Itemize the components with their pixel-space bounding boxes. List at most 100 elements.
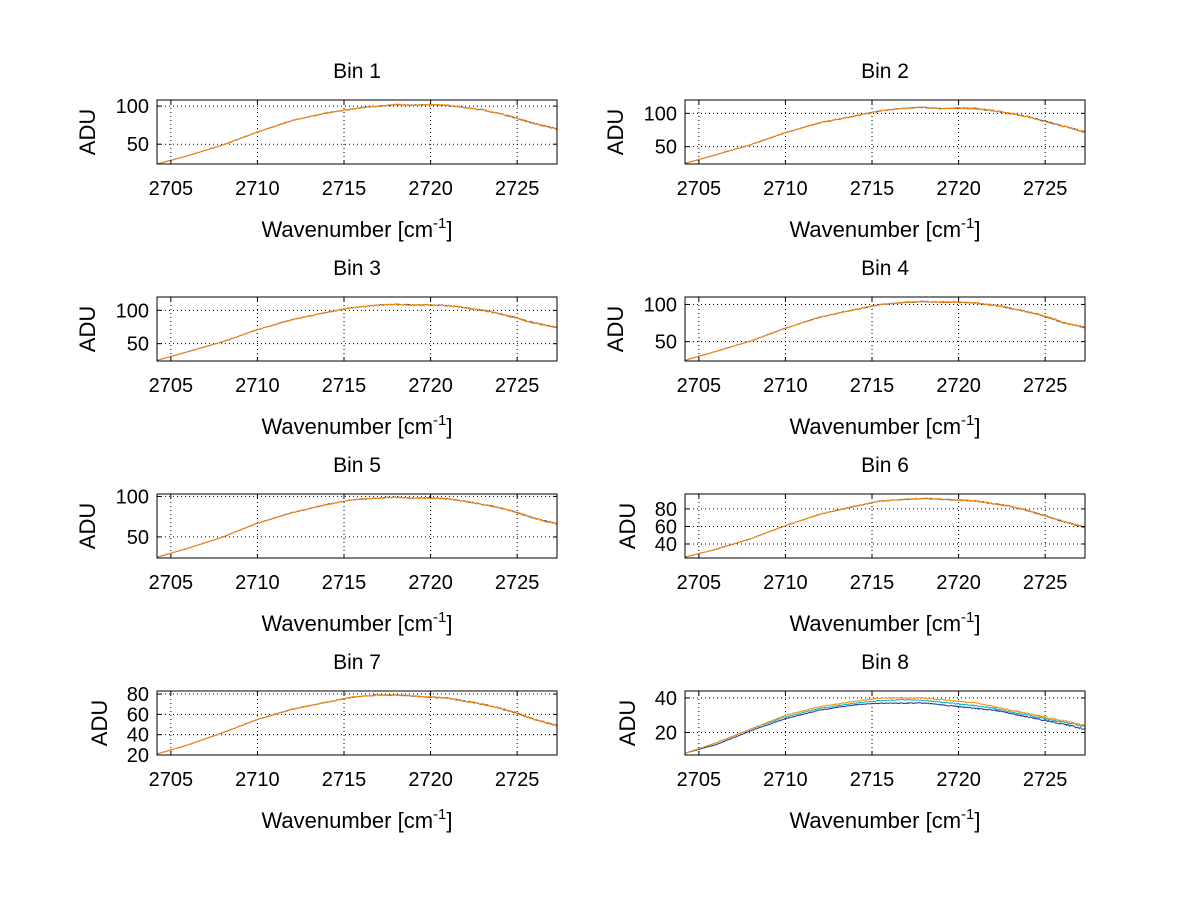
x-axis-label-end: ] bbox=[446, 808, 452, 833]
x-tick-label: 2720 bbox=[408, 769, 453, 791]
x-axis-label-text: Wavenumber [cm bbox=[789, 414, 961, 439]
x-axis-label-text: Wavenumber [cm bbox=[261, 217, 433, 242]
x-tick-label: 2715 bbox=[850, 178, 895, 200]
x-tick-label: 2705 bbox=[149, 375, 194, 397]
panel-title: Bin 3 bbox=[333, 257, 381, 280]
y-axis-label: ADU bbox=[75, 503, 100, 549]
y-tick-label: 50 bbox=[127, 334, 149, 356]
axes-frame bbox=[684, 690, 1086, 756]
panel-title: Bin 7 bbox=[333, 651, 381, 674]
series-line bbox=[156, 694, 557, 755]
series-line bbox=[156, 694, 558, 755]
x-axis-label-text: Wavenumber [cm bbox=[789, 808, 961, 833]
series-line bbox=[684, 696, 1086, 754]
series-line bbox=[684, 106, 1086, 164]
x-axis-label: Wavenumber [cm-1] bbox=[261, 609, 452, 636]
x-axis-label-exponent: -1 bbox=[433, 215, 446, 232]
subplot-bin-3: Bin 3 2705 2710 2715 2720 2725 50 100 Wavenumber… bbox=[75, 257, 558, 439]
y-tick-label: 100 bbox=[644, 103, 677, 125]
x-axis-label: Wavenumber [cm-1] bbox=[261, 412, 452, 439]
panel-title: Bin 5 bbox=[333, 454, 381, 477]
x-tick-label: 2705 bbox=[149, 572, 194, 594]
x-tick-label: 2720 bbox=[408, 572, 453, 594]
axes-frame bbox=[684, 99, 1086, 165]
x-tick-label: 2725 bbox=[495, 572, 540, 594]
y-tick-label: 100 bbox=[116, 96, 149, 118]
x-axis-label: Wavenumber [cm-1] bbox=[789, 806, 980, 833]
x-tick-label: 2705 bbox=[677, 769, 722, 791]
x-tick-label: 2725 bbox=[1023, 178, 1068, 200]
y-axis-label: ADU bbox=[603, 109, 628, 155]
x-tick-label: 2715 bbox=[850, 572, 895, 594]
x-axis-label: Wavenumber [cm-1] bbox=[261, 806, 452, 833]
x-tick-label: 2720 bbox=[408, 375, 453, 397]
x-tick-label: 2725 bbox=[1023, 572, 1068, 594]
y-tick-label: 60 bbox=[655, 516, 677, 538]
x-axis-label: Wavenumber [cm-1] bbox=[789, 215, 980, 242]
x-axis-label-end: ] bbox=[446, 611, 452, 636]
axes-frame bbox=[156, 99, 558, 165]
y-axis-label: ADU bbox=[615, 700, 640, 746]
x-tick-label: 2710 bbox=[763, 572, 808, 594]
x-axis-label-exponent: -1 bbox=[961, 412, 974, 429]
y-axis-label: ADU bbox=[75, 109, 100, 155]
y-tick-label: 40 bbox=[127, 725, 149, 747]
series-line bbox=[156, 496, 558, 558]
x-axis-label-end: ] bbox=[974, 808, 980, 833]
x-axis-label: Wavenumber [cm-1] bbox=[789, 609, 980, 636]
series-line bbox=[684, 497, 1086, 558]
y-tick-label: 20 bbox=[655, 723, 677, 745]
x-axis-label-end: ] bbox=[974, 217, 980, 242]
x-axis-label-text: Wavenumber [cm bbox=[261, 808, 433, 833]
series-line bbox=[684, 698, 1086, 754]
subplot-bin-4: Bin 4 2705 2710 2715 2720 2725 50 100 Wavenumber… bbox=[603, 257, 1086, 439]
x-axis-label: Wavenumber [cm-1] bbox=[261, 215, 452, 242]
panel-title: Bin 8 bbox=[861, 651, 909, 674]
axes-frame bbox=[156, 296, 558, 362]
y-tick-label: 50 bbox=[655, 332, 677, 354]
x-axis-label-exponent: -1 bbox=[433, 806, 446, 823]
x-tick-label: 2725 bbox=[495, 769, 540, 791]
x-tick-label: 2710 bbox=[235, 769, 280, 791]
series-line bbox=[684, 300, 1086, 361]
subplot-bin-5: Bin 5 2705 2710 2715 2720 2725 50 100 Wavenumber… bbox=[75, 454, 558, 636]
subplot-bin-8: Bin 8 2705 2710 2715 2720 2725 20 40 Wavenumber … bbox=[615, 651, 1086, 833]
panel-title: Bin 6 bbox=[861, 454, 909, 477]
panel-title: Bin 1 bbox=[333, 60, 381, 83]
series-line bbox=[684, 702, 1085, 754]
axes-frame bbox=[156, 690, 558, 756]
y-tick-label: 50 bbox=[127, 527, 149, 549]
x-tick-label: 2705 bbox=[149, 178, 194, 200]
y-tick-label: 60 bbox=[127, 704, 149, 726]
subplot-bin-2: Bin 2 2705 2710 2715 2720 2725 50 100 Wavenumber… bbox=[603, 60, 1086, 242]
y-tick-label: 20 bbox=[127, 745, 149, 767]
x-tick-label: 2720 bbox=[936, 769, 981, 791]
x-tick-label: 2715 bbox=[322, 572, 367, 594]
x-tick-label: 2720 bbox=[936, 178, 981, 200]
y-axis-label: ADU bbox=[615, 503, 640, 549]
y-axis-label: ADU bbox=[87, 700, 112, 746]
x-tick-label: 2715 bbox=[322, 769, 367, 791]
x-tick-label: 2710 bbox=[235, 572, 280, 594]
y-tick-label: 80 bbox=[655, 499, 677, 521]
y-tick-label: 100 bbox=[644, 294, 677, 316]
x-tick-label: 2710 bbox=[763, 375, 808, 397]
series-line bbox=[684, 497, 1086, 558]
x-axis-label-exponent: -1 bbox=[433, 412, 446, 429]
x-tick-label: 2725 bbox=[495, 375, 540, 397]
x-axis-label-end: ] bbox=[446, 414, 452, 439]
x-tick-label: 2715 bbox=[322, 375, 367, 397]
x-axis-label-text: Wavenumber [cm bbox=[789, 611, 961, 636]
x-tick-label: 2705 bbox=[677, 572, 722, 594]
x-axis-label: Wavenumber [cm-1] bbox=[789, 412, 980, 439]
x-axis-label-text: Wavenumber [cm bbox=[789, 217, 961, 242]
y-tick-label: 100 bbox=[116, 486, 149, 508]
x-tick-label: 2710 bbox=[763, 769, 808, 791]
x-tick-label: 2725 bbox=[1023, 769, 1068, 791]
y-tick-label: 50 bbox=[655, 137, 677, 159]
x-axis-label-text: Wavenumber [cm bbox=[261, 611, 433, 636]
x-tick-label: 2710 bbox=[763, 178, 808, 200]
